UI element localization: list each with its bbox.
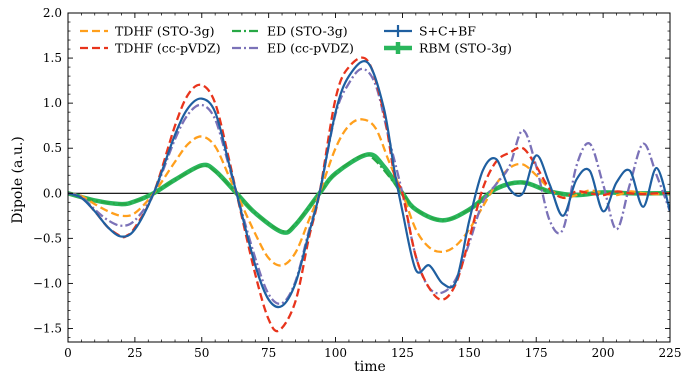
legend-label: ED (cc-pVDZ) [267, 41, 354, 56]
series-line-ed-cc-pvdz [68, 67, 670, 305]
legend-label: TDHF (STO-3g) [115, 24, 214, 39]
x-tick-label: 50 [194, 346, 209, 360]
legend-label: ED (STO-3g) [267, 24, 348, 39]
legend-label: RBM (STO-3g) [419, 41, 512, 56]
legend-label: TDHF (cc-pVDZ) [115, 41, 221, 56]
y-tick-label: 1.0 [43, 96, 62, 110]
x-tick-label: 100 [324, 346, 347, 360]
legend-item-tdhf-cc-pvdz: TDHF (cc-pVDZ) [80, 41, 221, 56]
y-axis-label: Dipole (a.u.) [10, 136, 26, 224]
series-line-s-c-bf [68, 60, 670, 309]
x-tick-label: 25 [127, 346, 142, 360]
plot-frame [67, 12, 671, 343]
series-line-tdhf-sto-3g [68, 118, 670, 267]
y-tick-label: 0.5 [43, 141, 62, 155]
legend-item-rbm-sto-3g: RBM (STO-3g) [384, 41, 512, 56]
x-tick-label: 150 [458, 346, 481, 360]
x-tick-label: 225 [659, 346, 682, 360]
y-tick-label: −0.5 [33, 231, 62, 245]
x-axis-label: time [354, 359, 386, 375]
legend-item-ed-cc-pvdz: ED (cc-pVDZ) [232, 41, 354, 56]
y-tick-label: 2.0 [43, 6, 62, 20]
y-tick-label: −1.5 [33, 321, 62, 335]
legend: TDHF (STO-3g) TDHF (cc-pVDZ) ED (STO-3g) ED… [80, 24, 512, 56]
y-tick-label: −1.0 [33, 276, 62, 290]
x-tick-label: 125 [391, 346, 414, 360]
legend-item-tdhf-sto-3g: TDHF (STO-3g) [80, 24, 214, 39]
x-tick-label: 175 [525, 346, 548, 360]
series-lines [68, 56, 670, 333]
x-tick-label: 0 [64, 346, 72, 360]
axes: 0 25 50 75 100 125 150 175 200 225 −1.5 −1.0 −0.5 0.0… [33, 6, 682, 360]
legend-item-ed-sto-3g: ED (STO-3g) [232, 24, 348, 39]
legend-label: S+C+BF [419, 24, 476, 39]
x-tick-label: 75 [261, 346, 276, 360]
y-tick-label: 1.5 [43, 51, 62, 65]
x-tick-label: 200 [592, 346, 615, 360]
legend-item-s-c-bf: S+C+BF [384, 24, 476, 39]
y-tick-label: 0.0 [43, 186, 62, 200]
series-line-ed-sto-3g [68, 153, 670, 233]
